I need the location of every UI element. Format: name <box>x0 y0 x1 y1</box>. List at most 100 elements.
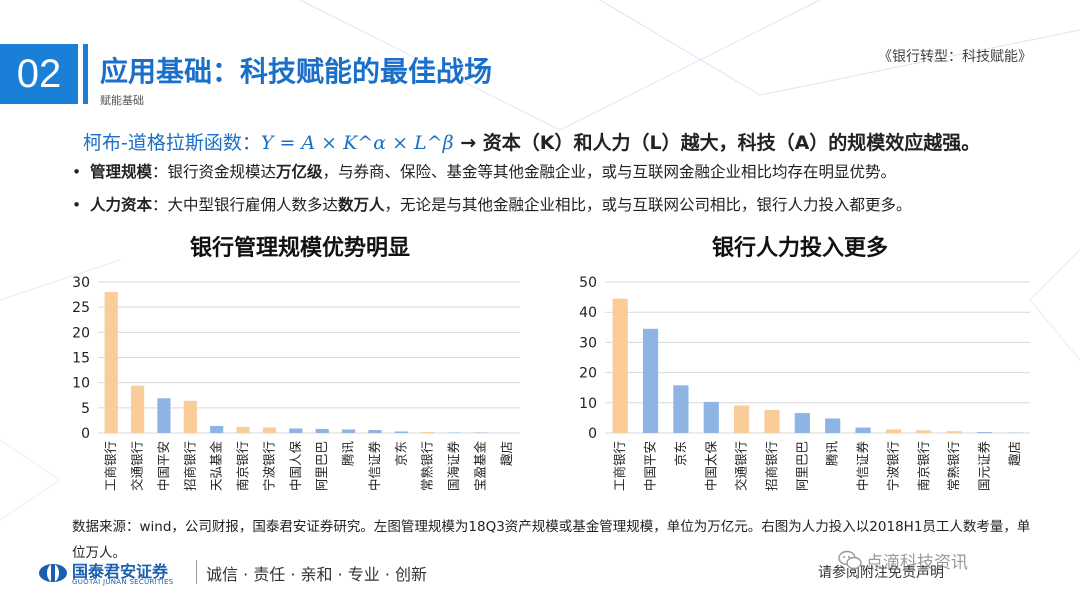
bar <box>447 432 461 433</box>
bar <box>825 418 841 433</box>
bar <box>916 430 932 433</box>
y-tick-label: 0 <box>81 426 90 442</box>
bar <box>157 398 171 433</box>
bar <box>642 328 659 433</box>
x-tick-label: 招商银行 <box>182 441 197 491</box>
bar <box>130 385 145 433</box>
formula-line: 柯布-道格拉斯函数：Y = A × K^α × L^β → 资本（K）和人力（L… <box>83 128 980 155</box>
y-tick-label: 40 <box>579 305 597 321</box>
bar <box>794 413 810 433</box>
y-tick-label: 30 <box>579 335 597 351</box>
bar <box>341 429 356 433</box>
source-note: 数据来源：wind，公司财报，国泰君安证券研究。左图管理规模为18Q3资产规模或… <box>72 519 1031 561</box>
bar <box>673 385 689 433</box>
x-tick-label: 中国人保 <box>288 441 303 492</box>
x-tick-label: 腾讯 <box>341 441 356 467</box>
bar <box>104 292 118 433</box>
company-values: 诚信 · 责任 · 亲和 · 专业 · 创新 <box>206 565 428 584</box>
y-tick-label: 15 <box>72 351 90 367</box>
chart-right-title: 银行人力投入更多 <box>711 236 888 261</box>
company-logo-icon <box>39 564 67 582</box>
x-tick-label: 中国平安 <box>156 441 171 491</box>
footer-divider <box>196 560 197 584</box>
x-tick-label: 京东 <box>393 441 408 466</box>
x-tick-label: 国元证券 <box>976 441 991 492</box>
bullet-human-capital: • 人力资本：大中型银行雇佣人数多达数万人，无论是与其他金融企业相比，或与互联网公… <box>72 196 912 214</box>
company-name-en: GUOTAI JUNAN SECURITIES <box>72 578 174 586</box>
bullet-text: ，与券商、保险、基金等其他金融企业，或与互联网金融企业相比均存在明显优势。 <box>322 163 897 181</box>
x-tick-label: 趣店 <box>1007 441 1022 466</box>
x-tick-label: 阿里巴巴 <box>794 441 809 491</box>
x-tick-label: 中国平安 <box>643 441 658 491</box>
y-tick-label: 5 <box>81 401 90 417</box>
y-tick-label: 10 <box>72 376 90 392</box>
chart-management-scale: 0 5 10 15 20 25 30 工商银行 交通银行 中国平安 招商银行 天弘基金 南京银行 宁波银行… <box>72 275 520 492</box>
report-title: 《银行转型：科技赋能》 <box>878 49 1032 65</box>
bar <box>368 429 382 433</box>
bar <box>289 428 303 433</box>
x-tick-label: 趣店 <box>499 441 514 466</box>
bar <box>855 427 871 433</box>
bar <box>421 431 435 433</box>
bar <box>473 432 488 433</box>
x-tick-label: 南京银行 <box>235 441 250 491</box>
bar <box>703 401 719 433</box>
bullet-bold2: 万亿级 <box>276 163 323 181</box>
bar <box>262 427 277 433</box>
y-tick-label: 25 <box>72 300 90 316</box>
bar <box>394 431 408 433</box>
bullet-text: ：银行资金规模达 <box>152 163 277 181</box>
page-title: 应用基础：科技赋能的最佳战场 <box>100 55 493 88</box>
wechat-icon <box>838 550 862 570</box>
disclaimer: 请参阅附注免责声明 <box>818 565 944 581</box>
bullet-bold: 人力资本 <box>90 196 153 214</box>
bar <box>764 410 780 433</box>
x-tick-label: 南京银行 <box>916 441 931 491</box>
bullet-bold2: 数万人 <box>338 196 385 214</box>
page-subtitle: 赋能基础 <box>100 94 144 107</box>
x-tick-label: 交通银行 <box>130 441 145 491</box>
bar <box>734 405 750 433</box>
bar <box>612 298 628 433</box>
formula-conclusion: → 资本（K）和人力（L）越大，科技（A）的规模效应越强。 <box>460 132 981 154</box>
x-tick-label: 中信证券 <box>367 441 382 492</box>
x-tick-label: 国海证券 <box>446 441 461 492</box>
bar <box>885 429 901 433</box>
bullet-bold: 管理规模 <box>90 163 153 181</box>
x-tick-label: 中国太保 <box>703 441 718 492</box>
bar <box>183 400 197 433</box>
y-tick-label: 10 <box>579 396 597 412</box>
y-tick-label: 20 <box>579 366 597 382</box>
bar <box>976 432 993 433</box>
x-tick-label: 阿里巴巴 <box>314 441 329 491</box>
y-tick-label: 50 <box>579 275 597 291</box>
x-tick-label: 宁波银行 <box>261 441 276 491</box>
x-tick-label: 常熟银行 <box>946 441 961 491</box>
x-tick-label: 工商银行 <box>612 441 627 491</box>
bar <box>236 426 250 433</box>
x-tick-label: 交通银行 <box>734 441 749 491</box>
y-tick-label: 0 <box>588 426 597 442</box>
y-tick-label: 30 <box>72 275 90 291</box>
x-tick-label: 腾讯 <box>825 441 840 467</box>
formula-label: 柯布-道格拉斯函数： <box>83 132 261 154</box>
chart-left-title: 银行管理规模优势明显 <box>189 236 410 261</box>
bullet-management-scale: • 管理规模：银行资金规模达万亿级，与券商、保险、基金等其他金融企业，或与互联网金… <box>72 163 897 181</box>
y-tick-label: 20 <box>72 325 90 341</box>
section-divider <box>83 44 88 104</box>
x-tick-label: 宝盈基金 <box>472 441 487 492</box>
bar <box>210 425 224 433</box>
x-tick-label: 中信证券 <box>855 441 870 492</box>
company-name: 国泰君安证券 <box>72 562 169 581</box>
x-tick-label: 天弘基金 <box>209 441 224 492</box>
bullet-text: ：大中型银行雇佣人数多达 <box>152 196 339 214</box>
chart-human-input: 0 10 20 30 40 50 工商银行 中国平安 京东 中国太保 交通银行 招商银行 阿里巴巴 腾讯中… <box>579 275 1030 492</box>
watermark: 点滴科技资讯 <box>866 553 968 573</box>
x-tick-label: 常熟银行 <box>420 441 435 491</box>
x-tick-label: 工商银行 <box>103 441 118 491</box>
x-tick-label: 京东 <box>673 441 688 466</box>
section-number: 02 <box>0 44 78 104</box>
x-tick-label: 宁波银行 <box>885 441 900 491</box>
x-tick-label: 招商银行 <box>764 441 779 491</box>
